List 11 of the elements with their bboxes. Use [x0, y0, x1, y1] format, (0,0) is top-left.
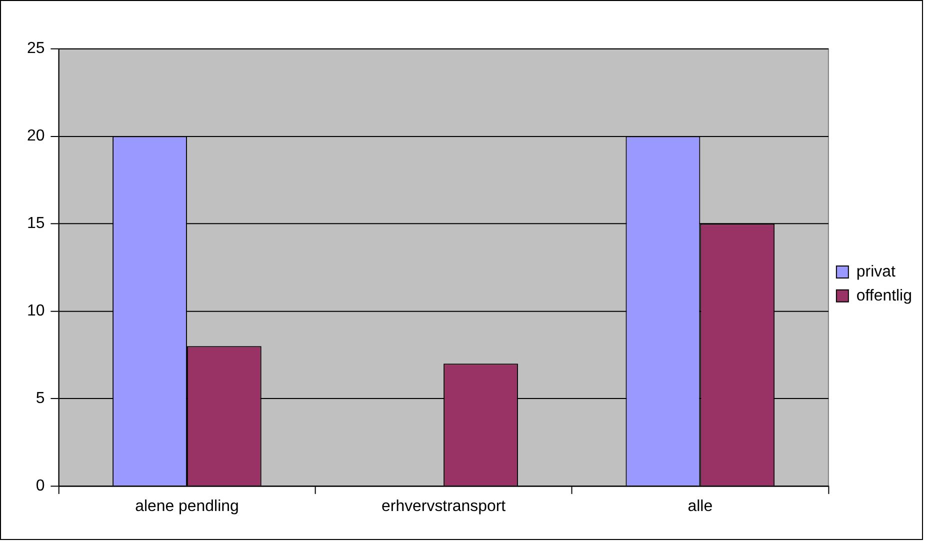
y-tick-label: 25	[26, 40, 45, 58]
x-tick-label: alene pendling	[135, 498, 239, 515]
y-tick-label: 10	[26, 302, 45, 320]
y-tick-label: 20	[26, 128, 45, 145]
y-tick-label: 15	[26, 215, 45, 232]
y-tick-label: 0	[36, 477, 45, 494]
x-tick-label: alle	[688, 498, 713, 515]
y-tick-label: 5	[36, 390, 45, 407]
x-tick-label: erhvervstransport	[382, 498, 506, 515]
legend-label: offentlig	[856, 287, 912, 304]
legend-label: privat	[856, 263, 896, 280]
